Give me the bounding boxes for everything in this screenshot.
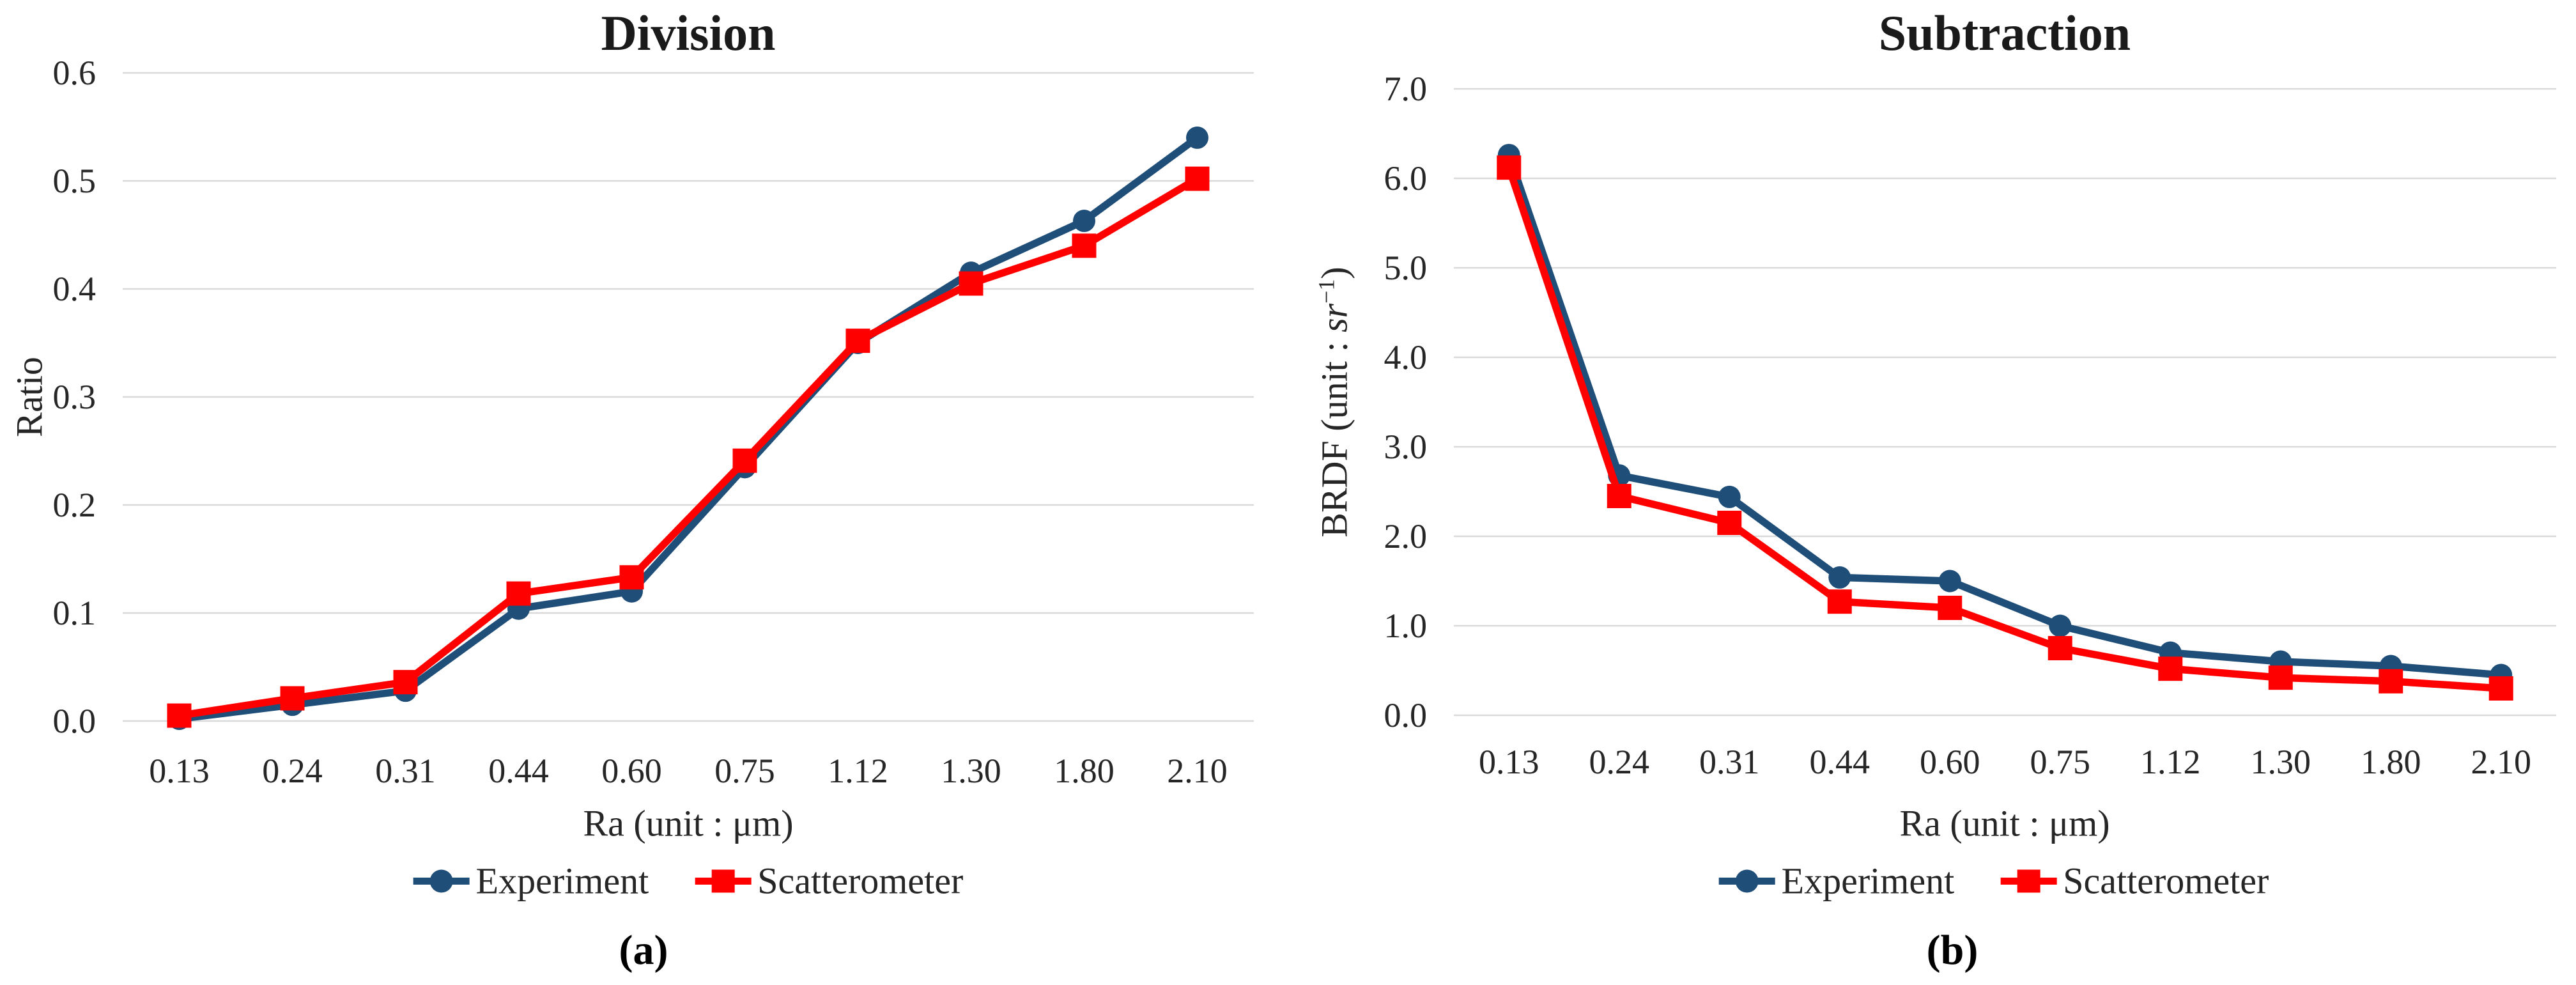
data-point-scatterometer [2379,669,2403,694]
data-point-scatterometer [1717,511,1742,535]
series-line-scatterometer [1505,164,2505,692]
series-line-experiment [1505,151,2505,679]
y-axis-label-subtraction: BRDF (unit : sr−1) [1313,267,1355,537]
y-tick-label: 0.0 [1384,696,1428,734]
legend-label-experiment: Experiment [1781,860,1955,902]
experiment-line-circle-marker [1718,867,1775,895]
x-tick-label: 1.80 [2361,743,2421,781]
data-point-scatterometer [1072,233,1097,258]
legend-square-marker-icon [711,869,735,892]
data-point-scatterometer [506,581,531,606]
x-tick-label: 0.31 [375,752,436,790]
x-tick-label: 0.75 [2030,743,2091,781]
x-tick-label: 0.44 [1810,743,1870,781]
legend-square-marker-icon [2017,869,2040,892]
x-tick-label: 1.30 [2251,743,2311,781]
legend-label-scatterometer: Scatterometer [757,860,964,902]
x-tick-label: 0.31 [1699,743,1760,781]
y-axis-label-italic: sr [1313,303,1355,333]
data-point-scatterometer [2048,636,2072,660]
y-axis-label-division: Ratio [8,357,50,437]
x-tick-label: 0.24 [262,752,323,790]
caption-b: (b) [1926,927,1978,973]
data-point-scatterometer [1185,166,1210,191]
data-point-experiment [1073,210,1095,233]
y-tick-label: 3.0 [1384,428,1428,466]
y-tick-label: 0.5 [53,162,96,200]
y-tick-label: 5.0 [1384,249,1428,287]
data-point-scatterometer [2158,656,2183,681]
y-tick-label: 1.0 [1384,607,1428,645]
y-axis-label-text: Ratio [8,357,50,437]
x-tick-label: 0.13 [1479,743,1539,781]
data-point-scatterometer [1607,484,1631,508]
legend-label-scatterometer: Scatterometer [2063,860,2269,902]
data-point-scatterometer [393,670,418,695]
series-line-experiment [175,134,1201,723]
y-tick-label: 0.6 [53,54,96,92]
data-point-scatterometer [2488,676,2513,701]
data-point-scatterometer [1827,589,1852,614]
data-point-scatterometer [1938,596,1963,620]
y-tick-label: 0.3 [53,378,96,416]
x-tick-label: 0.13 [149,752,210,790]
data-point-scatterometer [845,329,870,353]
legend-item-scatterometer: Scatterometer [695,860,963,903]
chart-title-division: Division [601,5,776,61]
data-point-scatterometer [619,565,644,590]
x-tick-label: 0.60 [1920,743,1980,781]
y-tick-label: 6.0 [1384,159,1428,198]
y-tick-label: 0.2 [53,486,96,524]
y-axis-label-text: BRDF (unit : [1313,332,1355,538]
experiment-line-circle-marker [413,867,470,895]
y-axis-label-suffix: ) [1313,267,1355,279]
scatterometer-line-square-marker [695,867,752,895]
caption-a: (a) [619,927,668,973]
legend-item-experiment: Experiment [413,860,649,903]
x-tick-label: 1.80 [1054,752,1114,790]
y-tick-label: 4.0 [1384,338,1428,376]
data-point-experiment [2049,614,2072,637]
data-point-scatterometer [167,703,192,728]
legend-subtraction: Experiment Scatterometer [1718,860,2269,903]
data-point-scatterometer [732,448,757,473]
y-tick-label: 2.0 [1384,517,1428,555]
legend-label-experiment: Experiment [475,860,649,902]
x-axis-label-division: Ra (unit : μm) [583,802,794,844]
x-axis-label-subtraction: Ra (unit : μm) [1899,802,2110,844]
y-axis-label-superscript: −1 [1313,279,1339,304]
series-line-scatterometer [175,175,1201,720]
legend-division: Experiment Scatterometer [413,860,963,903]
x-tick-label: 0.24 [1589,743,1650,781]
x-tick-label: 1.30 [941,752,1001,790]
x-tick-label: 0.44 [488,752,549,790]
legend-item-scatterometer: Scatterometer [2000,860,2269,903]
x-tick-label: 1.12 [2140,743,2201,781]
legend-item-experiment: Experiment [1718,860,1955,903]
data-point-scatterometer [1497,155,1522,180]
data-point-experiment [1828,566,1851,589]
y-tick-label: 0.4 [53,270,96,308]
x-tick-label: 0.60 [601,752,662,790]
data-point-experiment [1938,570,1961,593]
x-tick-label: 1.12 [828,752,888,790]
y-tick-label: 7.0 [1384,70,1428,108]
data-point-experiment [1718,485,1741,508]
x-tick-label: 0.75 [714,752,775,790]
data-point-scatterometer [959,271,983,296]
x-tick-label: 2.10 [2471,743,2532,781]
data-point-experiment [1186,126,1208,149]
x-tick-label: 2.10 [1167,752,1228,790]
data-point-scatterometer [2268,665,2293,690]
data-point-scatterometer [280,686,305,711]
scatterometer-line-square-marker [2000,867,2057,895]
y-tick-label: 0.1 [53,594,96,632]
legend-circle-marker-icon [1735,869,1759,892]
y-tick-label: 0.0 [53,702,96,740]
legend-circle-marker-icon [429,869,453,892]
chart-title-subtraction: Subtraction [1878,5,2131,61]
